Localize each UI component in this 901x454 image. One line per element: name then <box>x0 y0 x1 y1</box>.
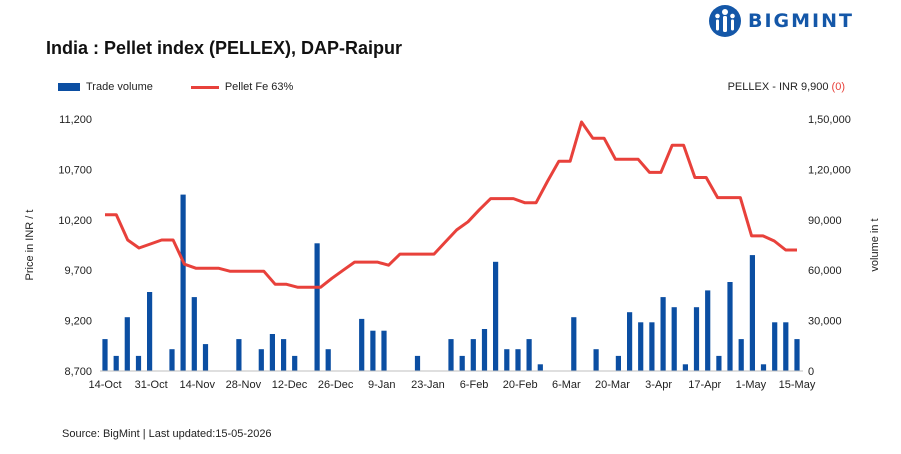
chart-legend: Trade volume Pellet Fe 63% <box>58 81 293 93</box>
y-tick-label: 10,700 <box>58 164 92 176</box>
trade-volume-bar <box>638 322 644 371</box>
x-tick-label: 20-Feb <box>503 379 538 391</box>
trade-volume-bar <box>370 330 376 371</box>
y-tick-label: 8,700 <box>64 366 92 378</box>
trade-volume-bar <box>281 339 287 371</box>
pellex-value: PELLEX - INR 9,900 <box>727 81 829 93</box>
x-tick-label: 14-Oct <box>88 379 121 391</box>
x-tick-label: 26-Dec <box>318 379 354 391</box>
trade-volume-bar <box>537 364 543 371</box>
legend-swatch-pellet-fe <box>190 85 219 89</box>
bigmint-logo-text: BIGMINT <box>748 10 854 32</box>
trade-volume-bar <box>113 355 119 371</box>
y2-tick-label: 60,000 <box>808 265 842 277</box>
y-tick-label: 9,200 <box>64 316 92 328</box>
x-tick-label: 3-Apr <box>645 379 672 391</box>
trade-volume-bar <box>526 339 532 371</box>
trade-volume-bar <box>202 344 209 371</box>
trade-volume-bar <box>493 261 499 371</box>
trade-volume-bar <box>760 364 767 371</box>
trade-volume-bar <box>615 355 621 371</box>
trade-volume-bar <box>236 339 242 371</box>
trade-volume-bar <box>783 322 789 371</box>
chart-title: India : Pellet index (PELLEX), DAP-Raipu… <box>46 38 403 58</box>
trade-volume-bar <box>705 290 711 371</box>
trade-volume-bar <box>504 349 510 371</box>
y2-tick-label: 1,20,000 <box>808 164 851 176</box>
x-tick-label: 28-Nov <box>226 379 262 391</box>
trade-volume-bar <box>593 349 599 371</box>
trade-volume-bar <box>738 339 744 371</box>
x-tick-label: 6-Feb <box>460 379 489 391</box>
bigmint-logo: BIGMINT <box>708 4 854 38</box>
legend-swatch-trade-volume <box>58 83 80 91</box>
trade-volume-bar <box>571 317 577 371</box>
trade-volume-bar <box>292 355 298 371</box>
trade-volume-bar <box>124 317 130 371</box>
source-note: Source: BigMint | Last updated:15-05-202… <box>62 428 272 440</box>
legend-label-trade-volume: Trade volume <box>86 81 153 93</box>
trade-volume-bar <box>515 349 521 371</box>
trade-volume-bar <box>269 334 275 371</box>
x-tick-label: 23-Jan <box>411 379 445 391</box>
trade-volume-bar <box>727 282 733 371</box>
trade-volume-bar <box>716 355 722 371</box>
trade-volume-bar <box>459 355 465 371</box>
trade-volume-bar <box>169 349 175 371</box>
y-tick-label: 11,200 <box>59 114 92 126</box>
trade-volume-bar <box>448 339 454 371</box>
trade-volume-bar <box>671 307 677 371</box>
x-tick-label: 14-Nov <box>180 379 216 391</box>
y-tick-label: 10,200 <box>58 215 92 227</box>
bigmint-logo-icon <box>709 5 741 37</box>
trade-volume-bar <box>191 297 197 371</box>
trade-volume-bar <box>649 322 655 371</box>
x-tick-label: 9-Jan <box>368 379 396 391</box>
trade-volume-bar <box>470 339 476 371</box>
y2-tick-label: 90,000 <box>808 215 842 227</box>
trade-volume-bar <box>102 339 108 371</box>
pellet-fe-63-line <box>105 120 797 289</box>
x-tick-label: 12-Dec <box>272 379 308 391</box>
trade-volume-bar <box>772 322 778 371</box>
y2-axis-title: volume in t <box>869 218 881 271</box>
y2-tick-label: 1,50,000 <box>808 114 851 126</box>
y-axis-title: Price in INR / t <box>24 210 36 281</box>
trade-volume-bar <box>627 312 633 371</box>
x-tick-label: 31-Oct <box>135 379 168 391</box>
trade-volume-bar <box>693 307 700 371</box>
trade-volume-bar <box>147 292 153 371</box>
trade-volume-bar <box>749 255 755 371</box>
pellex-change: (0) <box>831 81 845 93</box>
trade-volume-bar <box>359 318 365 371</box>
trade-volume-bar <box>660 297 666 371</box>
y2-tick-label: 30,000 <box>808 316 842 328</box>
trade-volume-bar <box>381 330 387 371</box>
x-tick-label: 20-Mar <box>595 379 630 391</box>
trade-volume-bar <box>481 329 488 371</box>
trade-volume-bar <box>414 355 421 371</box>
trade-volume-bar <box>180 194 186 371</box>
trade-volume-bar <box>314 243 320 371</box>
y-tick-label: 9,700 <box>64 265 92 277</box>
x-tick-label: 6-Mar <box>552 379 581 391</box>
x-tick-label: 1-May <box>736 379 767 391</box>
legend-label-pellet-fe: Pellet Fe 63% <box>224 81 294 93</box>
trade-volume-bar <box>135 355 142 371</box>
trade-volume-bar <box>325 349 331 371</box>
y2-tick-label: 0 <box>808 366 814 378</box>
pellex-readout: PELLEX - INR 9,900 (0) <box>728 81 845 93</box>
trade-volume-bar <box>682 364 688 371</box>
trade-volume-bar <box>258 349 264 371</box>
x-tick-label: 17-Apr <box>688 379 721 391</box>
trade-volume-bar <box>794 339 800 371</box>
x-tick-label: 15-May <box>779 379 816 391</box>
